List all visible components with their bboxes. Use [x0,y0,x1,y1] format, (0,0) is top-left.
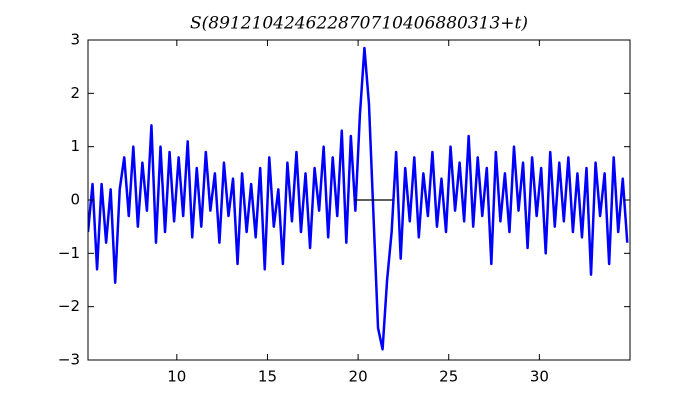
x-tick-label: 20 [349,368,368,386]
x-tick-label: 30 [530,368,549,386]
y-tick-label: −1 [58,244,80,262]
y-tick-label: 2 [70,84,80,102]
y-tick-label: 3 [70,31,80,49]
y-tick-label: 0 [70,191,80,209]
y-tick-label: 1 [70,137,80,155]
y-tick-label: −3 [58,351,80,369]
data-line [88,46,629,351]
x-tick-label: 25 [439,368,458,386]
x-tick-label: 10 [167,368,186,386]
x-tick-label: 15 [258,368,277,386]
chart-title: S(891210424622870710406880313+t) [190,14,528,34]
y-tick-label: −2 [58,297,80,315]
